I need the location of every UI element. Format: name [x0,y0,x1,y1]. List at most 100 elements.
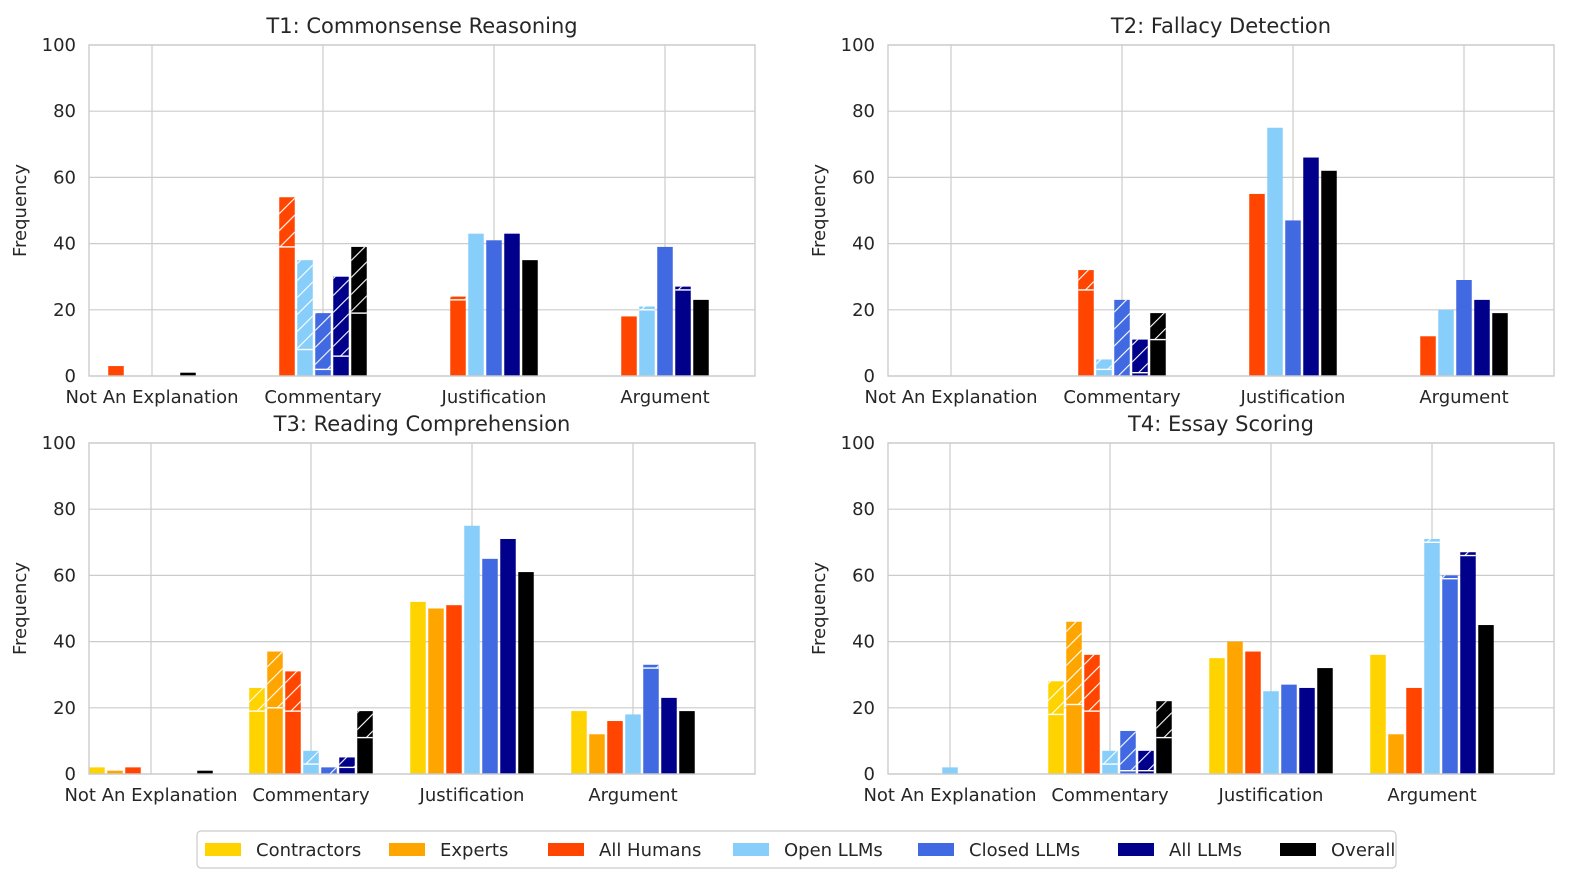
bar-open-llms [468,233,484,376]
x-tick-label: Commentary [1051,785,1169,806]
bar-contractors [1370,654,1386,774]
bar-overall [522,260,538,376]
bar-hatch-segment [321,767,337,774]
legend-label: Overall [1331,840,1395,861]
bar-all-humans [1406,687,1422,774]
y-tick-label: 60 [53,167,76,188]
bar-hatch-segment [333,276,349,357]
y-tick-label: 100 [42,35,76,56]
bar-hatch-segment [315,313,331,370]
y-tick-label: 20 [852,300,875,321]
bar-hatch-segment [1078,270,1094,290]
legend-label: Contractors [256,840,361,861]
x-tick-label: Argument [588,785,677,806]
bar-hatch-segment [1120,730,1136,771]
bar-hatch-segment [279,197,295,247]
y-tick-label: 0 [65,366,76,387]
bar-contractors [571,711,587,774]
bar-open-llms [1267,127,1283,376]
x-tick-label: Not An Explanation [64,785,237,806]
bar-all-llms [675,286,691,376]
x-tick-label: Not An Explanation [864,387,1037,408]
bar-all-humans [621,316,637,376]
y-tick-label: 80 [53,101,76,122]
bar-hatch-segment [675,286,691,290]
y-tick-label: 60 [53,565,76,586]
bar-closed-llms [482,558,498,774]
bar-hatch-segment [639,306,655,310]
y-tick-label: 40 [852,234,875,255]
bar-all-llms [504,233,520,376]
bar-open-llms [625,714,641,774]
x-tick-label: Not An Explanation [863,785,1036,806]
y-tick-label: 0 [65,764,76,785]
bar-overall [1492,313,1508,376]
y-tick-label: 40 [53,234,76,255]
chart-panel-4: 0 20 40 60 80 100 Not An Explanation Commentary… [809,412,1555,806]
legend-box [196,830,1397,869]
bar-hatch-segment [285,671,301,712]
bar-overall [180,372,196,376]
axes-frame [88,442,756,775]
bar-hatch-segment [1102,750,1118,765]
bar-all-llms [1474,299,1490,376]
bar-closed-llms [657,246,673,376]
bar-open-llms [942,767,958,774]
bar-hatch-segment [357,711,373,738]
chart-panel-3: 0 20 40 60 80 100 Not An Explanation Commentary… [10,412,756,806]
bar-experts [1227,641,1243,774]
y-tick-label: 60 [852,167,875,188]
legend-swatch-open-llms [733,843,769,856]
legend: Contractors Experts All Humans Open LLMs Clo… [196,830,1397,869]
bar-all-humans [450,296,466,376]
bar-hatch-segment [1048,681,1064,715]
bar-all-llms [1460,552,1476,774]
bar-overall [1478,625,1494,774]
bar-hatch-segment [297,260,313,350]
x-tick-label: Commentary [1063,387,1181,408]
bar-all-humans [1249,193,1265,376]
y-tick-label: 100 [841,433,875,454]
y-tick-label: 40 [852,632,875,653]
bar-open-llms [639,306,655,376]
bar-hatch-segment [1150,313,1166,340]
chart-panel-2: 0 20 40 60 80 100 Not An Explanation Commentary… [809,14,1555,408]
bar-closed-llms [486,240,502,376]
x-tick-label: Not An Explanation [65,387,238,408]
axes-frame [887,44,1555,377]
y-axis-label: Frequency [10,164,31,257]
bar-hatch-segment [1132,339,1148,373]
bar-contractors [89,767,105,774]
bar-all-humans [108,366,124,376]
x-tick-label: Justification [1240,387,1346,408]
x-tick-label: Justification [1218,785,1324,806]
bar-hatch-segment [267,651,283,708]
bar-hatch-segment [339,757,355,768]
bar-overall [679,711,695,774]
bar-experts [1388,734,1404,774]
bar-hatch-segment [643,664,659,669]
bar-overall [1321,170,1337,376]
bar-hatch-segment [1066,621,1082,705]
bar-all-llms [1303,157,1319,376]
bar-all-humans [446,605,462,774]
x-tick-label: Commentary [264,387,382,408]
bar-experts [107,770,123,774]
chart-title: T2: Fallacy Detection [1110,14,1331,38]
chart-title: T1: Commonsense Reasoning [265,14,577,38]
bar-all-llms [661,697,677,774]
bar-hatch-segment [1442,575,1458,579]
bar-hatch-segment [351,246,367,314]
y-tick-label: 100 [841,35,875,56]
legend-swatch-all-humans [548,843,584,856]
x-tick-label: Justification [441,387,547,408]
bar-hatch-segment [1084,654,1100,712]
bar-overall [518,572,534,774]
bar-hatch-segment [249,687,265,712]
legend-swatch-closed-llms [918,843,954,856]
legend-label: All Humans [599,840,701,861]
bar-closed-llms [1442,575,1458,774]
bar-closed-llms [1456,280,1472,376]
y-axis-label: Frequency [10,562,31,655]
